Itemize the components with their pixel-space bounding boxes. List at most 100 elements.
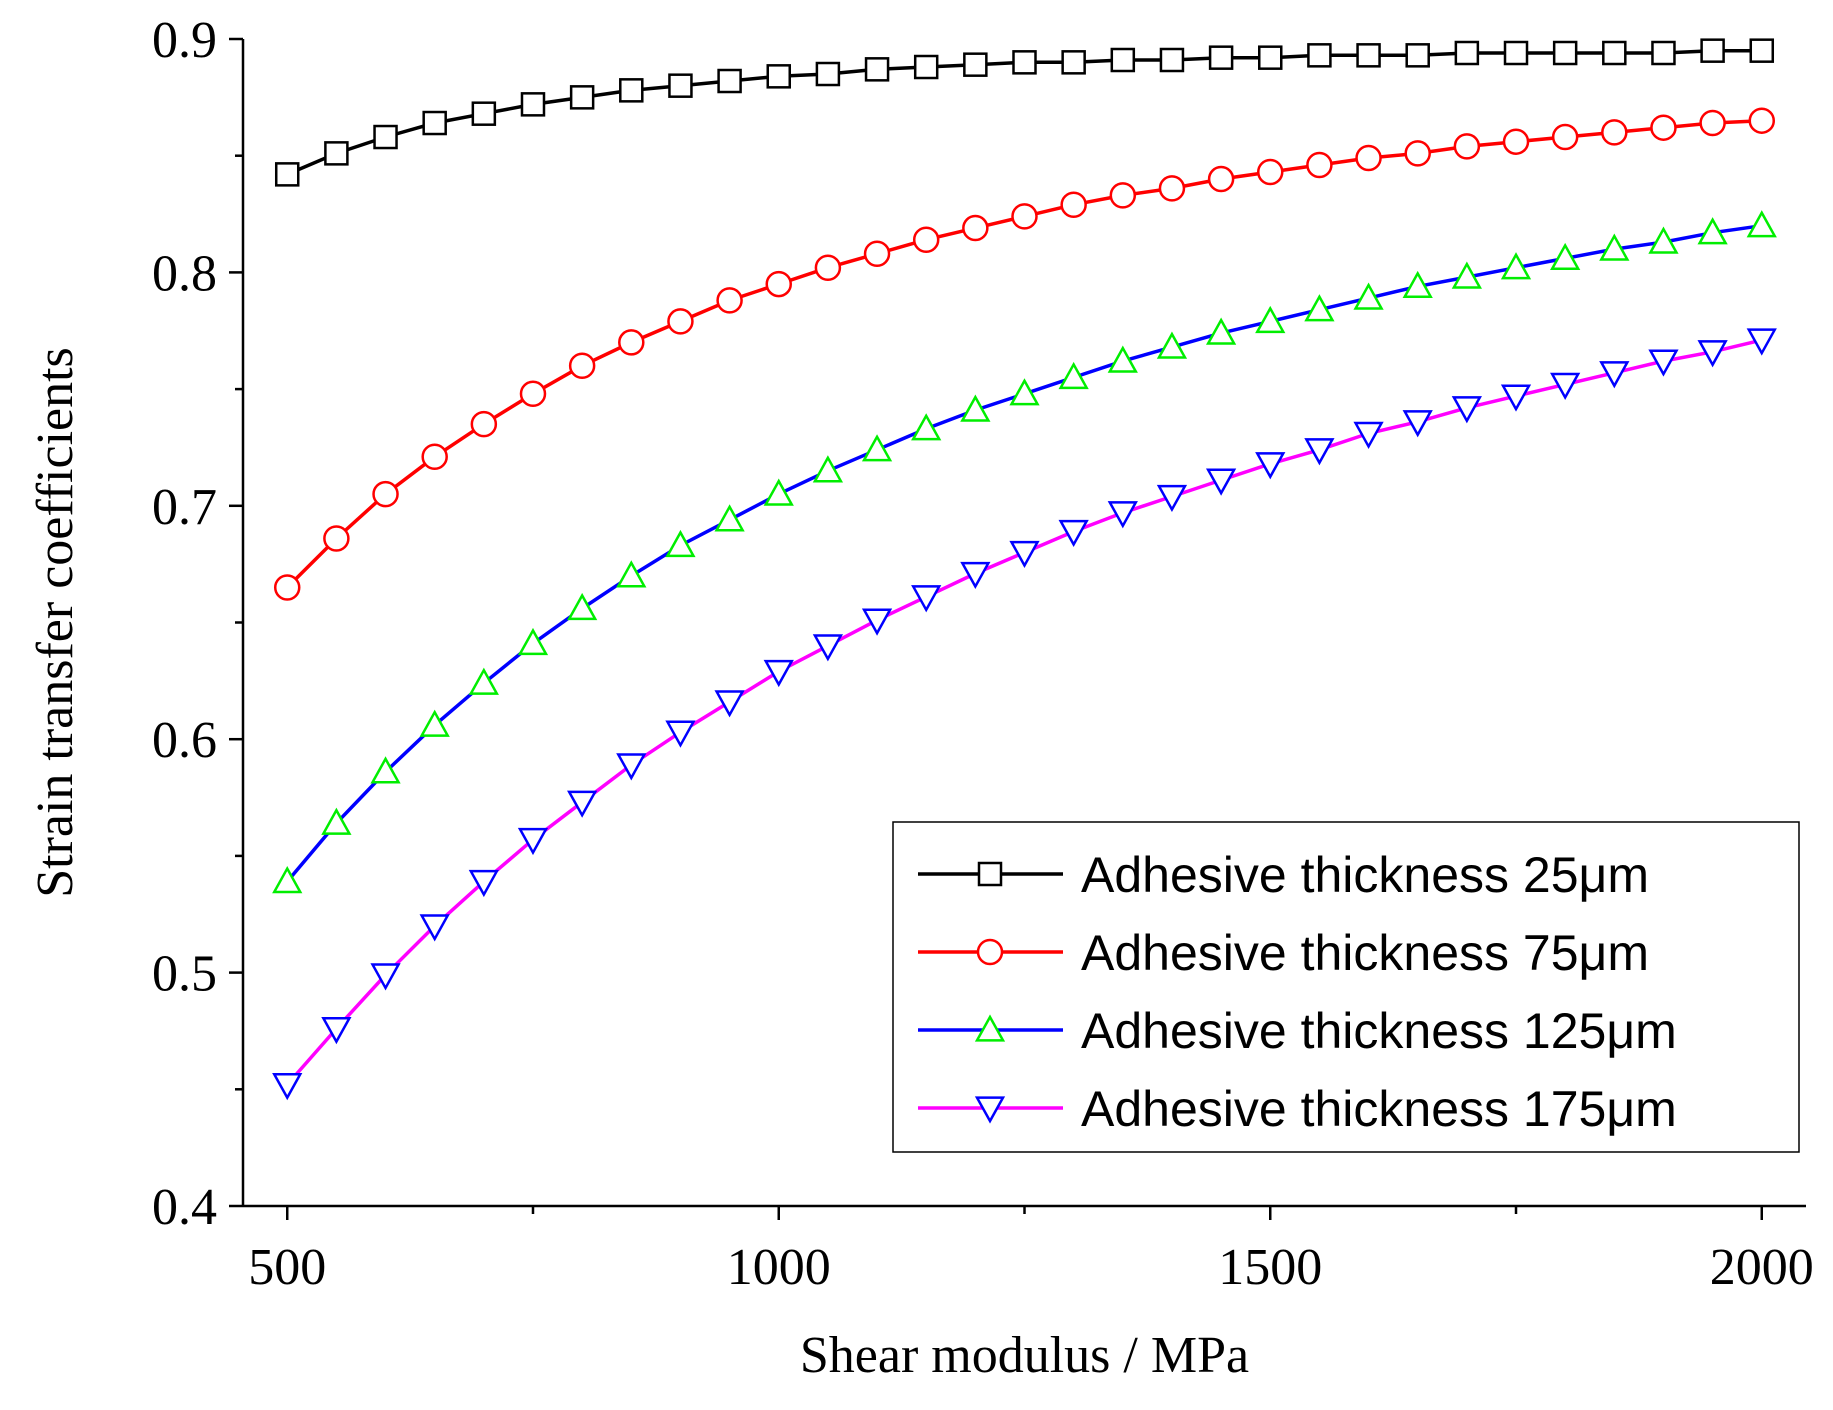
data-point: [812, 455, 844, 483]
plot-area: [272, 38, 1777, 1101]
data-point: [321, 1016, 352, 1045]
data-point: [1255, 452, 1286, 480]
data-point: [815, 61, 841, 87]
data-point: [517, 627, 549, 656]
data-point: [1355, 144, 1382, 172]
data-point: [1405, 43, 1430, 68]
data-point: [960, 394, 991, 422]
data-point: [1009, 540, 1040, 569]
series-3: [272, 328, 1777, 1101]
data-point: [962, 214, 989, 242]
data-point: [619, 78, 644, 103]
data-point: [1599, 361, 1630, 389]
data-point: [517, 827, 549, 856]
data-point: [272, 866, 303, 894]
data-point: [468, 667, 499, 695]
data-point: [814, 254, 842, 281]
data-point: [1109, 182, 1137, 209]
y-tick-label: 0.6: [152, 712, 217, 769]
legend-label: Adhesive thickness 175μm: [1081, 1081, 1677, 1137]
data-point: [1746, 328, 1777, 356]
data-point: [370, 756, 401, 784]
data-point: [1451, 261, 1482, 289]
data-point: [1648, 226, 1679, 254]
data-point: [963, 52, 988, 77]
y-tick-label: 0.9: [152, 12, 217, 69]
data-point: [422, 110, 447, 136]
data-point: [1058, 519, 1089, 548]
data-point: [1699, 109, 1726, 137]
data-point: [667, 308, 694, 335]
data-point: [812, 634, 844, 662]
axes: 500 1000 1500 2000 0.4 0.5 0.6 0.7 0.8 0.9: [152, 12, 1814, 1296]
legend-label: Adhesive thickness 25μm: [1081, 847, 1649, 903]
legend-marker: [977, 861, 1003, 887]
data-point: [714, 504, 745, 532]
data-point: [665, 720, 696, 748]
data-point: [1012, 50, 1037, 75]
data-point: [1156, 331, 1188, 359]
data-point: [1158, 175, 1186, 202]
data-point: [766, 64, 791, 89]
data-point: [1258, 45, 1283, 70]
y-tick-label: 0.8: [152, 245, 217, 302]
data-point: [863, 240, 891, 267]
data-point: [324, 141, 349, 166]
legend-item: Adhesive thickness 125μm: [918, 1003, 1677, 1059]
data-point: [716, 287, 743, 314]
data-point: [1650, 114, 1677, 141]
data-point: [1550, 242, 1581, 271]
series-1: [273, 107, 1776, 601]
y-tick-label: 0.7: [152, 479, 217, 536]
legend-marker: [974, 1014, 1006, 1042]
data-point: [1454, 40, 1480, 66]
data-point: [1552, 40, 1578, 66]
x-tick-label: 1500: [1218, 1239, 1322, 1296]
data-point: [421, 443, 448, 471]
legend-marker: [976, 938, 1004, 966]
data-point: [1011, 203, 1038, 230]
data-point: [1306, 151, 1333, 179]
data-point: [273, 574, 301, 601]
data-point: [567, 592, 598, 621]
data-point: [1208, 45, 1234, 70]
data-point: [1551, 123, 1579, 151]
data-point: [468, 869, 499, 898]
legend-label: Adhesive thickness 125μm: [1081, 1003, 1677, 1059]
data-point: [1107, 501, 1138, 529]
data-point: [861, 608, 893, 636]
data-point: [419, 914, 450, 942]
legend: Adhesive thickness 25μm Adhesive thicknes…: [892, 821, 1800, 1153]
y-tick-label: 0.4: [152, 1179, 217, 1236]
data-point: [1257, 158, 1284, 186]
series-line: [285, 118, 1762, 589]
data-point: [1599, 233, 1630, 261]
data-point: [1205, 468, 1237, 496]
data-point: [912, 226, 940, 253]
data-point: [1402, 270, 1433, 299]
data-point: [1404, 140, 1431, 167]
legend-label: Adhesive thickness 75μm: [1081, 925, 1649, 981]
data-point: [272, 1072, 303, 1101]
data-point: [1060, 191, 1087, 218]
data-point: [1156, 484, 1188, 513]
x-tick-label: 1000: [727, 1239, 831, 1296]
data-point: [714, 690, 745, 718]
data-point: [568, 352, 596, 380]
data-point: [470, 410, 498, 438]
data-point: [665, 529, 696, 558]
data-point: [1402, 410, 1433, 438]
legend-item: Adhesive thickness 175μm: [918, 1081, 1677, 1137]
data-point: [1648, 349, 1679, 377]
legend-box: [892, 821, 1800, 1153]
data-point: [373, 124, 398, 150]
data-point: [960, 561, 991, 590]
data-point: [1205, 317, 1237, 345]
x-tick-label: 2000: [1710, 1239, 1814, 1296]
data-point: [1700, 38, 1725, 63]
series-2: [272, 210, 1777, 894]
data-point: [1602, 40, 1627, 66]
data-point: [1061, 50, 1086, 75]
data-point: [763, 478, 794, 506]
